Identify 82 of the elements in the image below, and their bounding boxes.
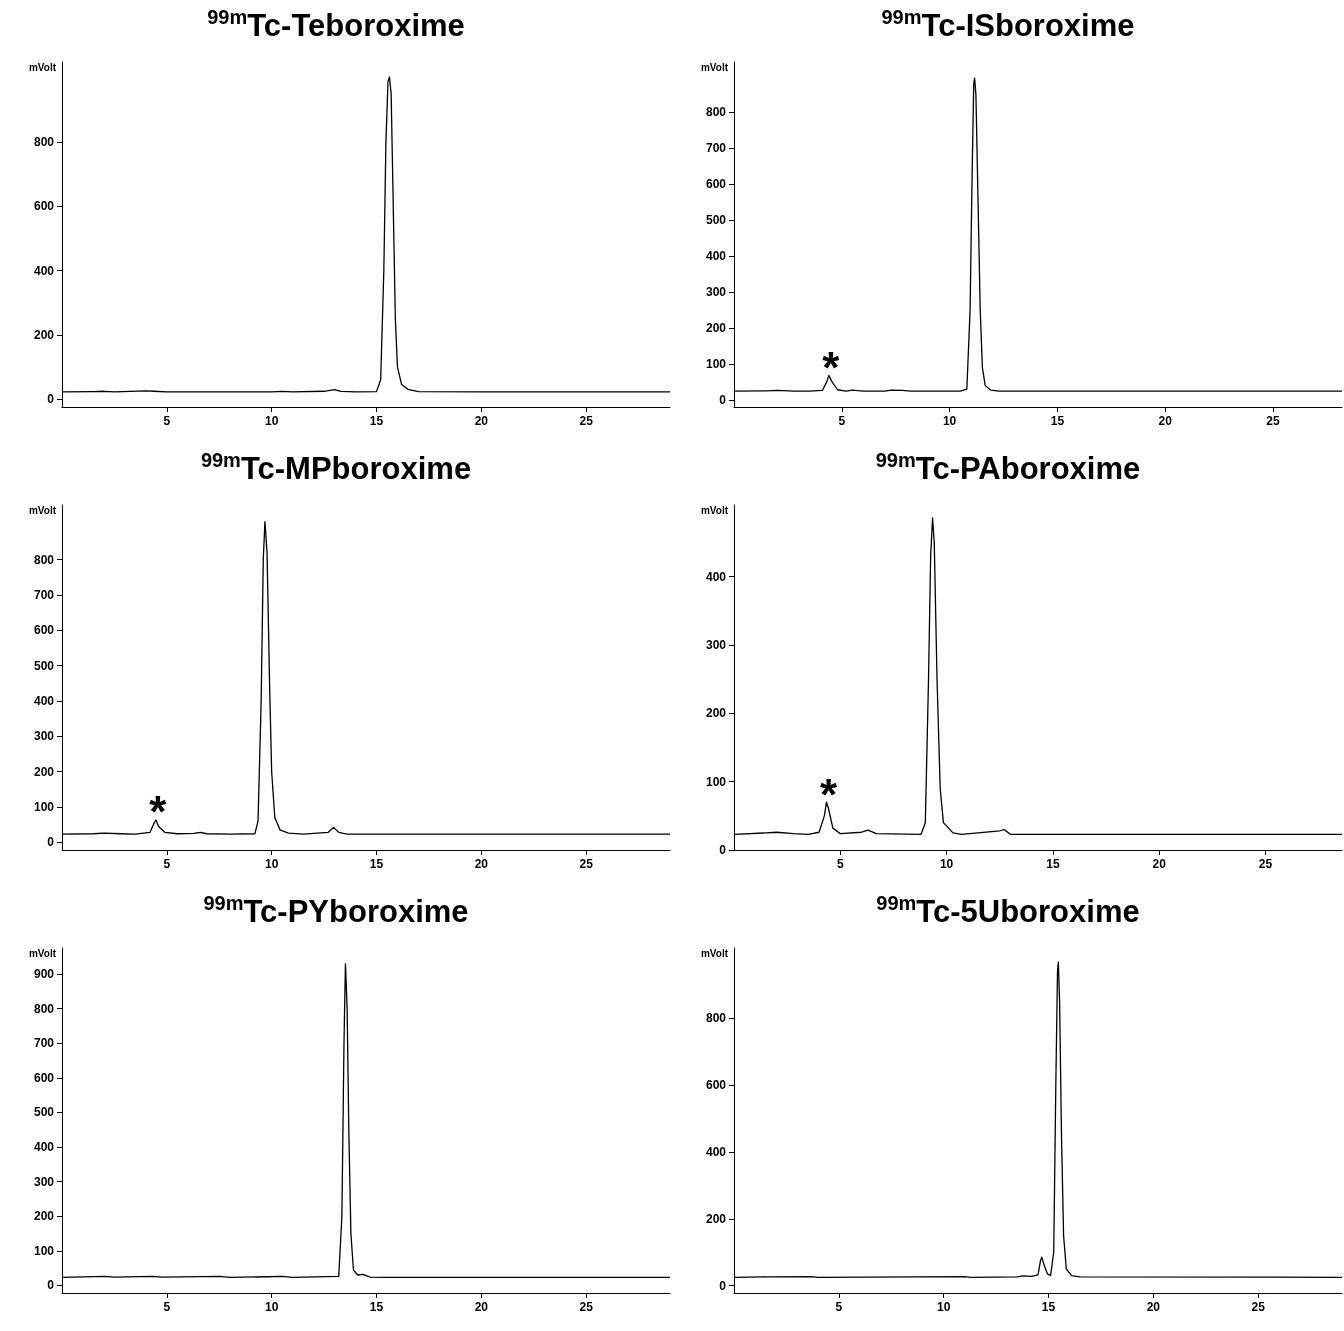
y-tick-label: 800	[33, 1001, 55, 1016]
x-tick-label: 5	[163, 1300, 171, 1314]
x-tick-label: 10	[264, 1300, 279, 1314]
y-axis-title: mVolt	[700, 61, 729, 73]
x-tick-label: 15	[369, 857, 384, 871]
x-tick-label: 15	[1046, 857, 1060, 871]
y-tick-label: 300	[705, 638, 727, 653]
y-axis-title: mVolt	[700, 504, 729, 516]
x-tick-label: 5	[163, 414, 171, 428]
annotation: *	[822, 342, 841, 392]
y-tick-label: 400	[33, 1139, 55, 1154]
x-tick-label: 15	[1050, 414, 1065, 428]
y-tick-label: 400	[705, 249, 727, 264]
y-tick-label: 300	[33, 729, 55, 744]
y-tick-label: 500	[33, 658, 55, 673]
y-tick-label: 0	[719, 843, 727, 857]
y-tick-label: 0	[719, 392, 727, 407]
x-tick-label: 10	[942, 414, 957, 428]
x-tick-label: 5	[163, 857, 171, 871]
y-tick-label: 800	[33, 135, 55, 150]
x-tick-label: 5	[838, 414, 846, 428]
y-axis-title: mVolt	[700, 947, 729, 959]
y-tick-label: 400	[705, 569, 727, 584]
y-tick-label: 200	[33, 327, 55, 342]
y-tick-label: 600	[705, 1078, 727, 1093]
y-tick-label: 700	[705, 141, 727, 156]
x-tick-label: 10	[264, 857, 279, 871]
y-tick-label: 200	[33, 764, 55, 779]
x-tick-label: 25	[579, 1300, 594, 1314]
x-tick-label: 20	[474, 1300, 489, 1314]
x-tick-label: 25	[579, 857, 594, 871]
annotation: *	[819, 769, 838, 819]
x-tick-label: 20	[1146, 1300, 1161, 1314]
y-tick-label: 100	[705, 774, 727, 789]
x-tick-label: 15	[369, 414, 384, 428]
y-tick-label: 800	[33, 552, 55, 567]
y-tick-label: 400	[33, 263, 55, 278]
x-tick-label: 10	[936, 1300, 951, 1314]
y-tick-label: 200	[705, 1211, 727, 1226]
y-tick-label: 200	[33, 1209, 55, 1224]
y-tick-label: 400	[705, 1144, 727, 1159]
annotation: *	[149, 787, 168, 837]
y-tick-label: 500	[705, 213, 727, 228]
y-axis-title: mVolt	[28, 61, 57, 73]
x-tick-label: 25	[1251, 1300, 1266, 1314]
x-tick-label: 20	[474, 857, 489, 871]
x-tick-label: 10	[264, 414, 279, 428]
y-tick-label: 0	[719, 1278, 727, 1293]
x-tick-label: 5	[835, 1300, 843, 1314]
y-tick-label: 500	[33, 1105, 55, 1120]
y-tick-label: 600	[33, 1070, 55, 1085]
x-tick-label: 25	[579, 414, 594, 428]
y-axis-title: mVolt	[28, 504, 57, 516]
y-tick-label: 0	[47, 1278, 55, 1293]
x-tick-label: 25	[1258, 857, 1273, 871]
y-tick-label: 300	[705, 285, 727, 299]
y-tick-label: 0	[47, 835, 55, 850]
y-axis-title: mVolt	[28, 947, 57, 959]
y-tick-label: 800	[705, 1011, 727, 1026]
y-tick-label: 600	[705, 177, 727, 192]
y-tick-label: 700	[33, 1036, 55, 1051]
y-tick-label: 400	[33, 693, 55, 708]
x-tick-label: 20	[1152, 857, 1167, 871]
x-tick-label: 15	[1041, 1300, 1056, 1314]
y-tick-label: 200	[705, 320, 727, 335]
y-tick-label: 600	[33, 199, 55, 214]
y-tick-label: 200	[705, 706, 727, 721]
y-tick-label: 0	[47, 391, 55, 406]
y-tick-label: 800	[705, 105, 727, 120]
x-tick-label: 5	[836, 857, 844, 871]
y-tick-label: 100	[33, 1243, 55, 1258]
y-tick-label: 100	[33, 799, 55, 814]
x-tick-label: 20	[474, 414, 489, 428]
y-tick-label: 600	[33, 623, 55, 638]
y-tick-label: 700	[33, 588, 55, 603]
y-tick-label: 300	[33, 1174, 55, 1189]
x-tick-label: 25	[1266, 414, 1280, 428]
y-tick-label: 900	[33, 966, 55, 981]
x-tick-label: 10	[939, 857, 954, 871]
y-tick-label: 100	[705, 356, 727, 371]
x-tick-label: 20	[1158, 414, 1173, 428]
x-tick-label: 15	[369, 1300, 384, 1314]
